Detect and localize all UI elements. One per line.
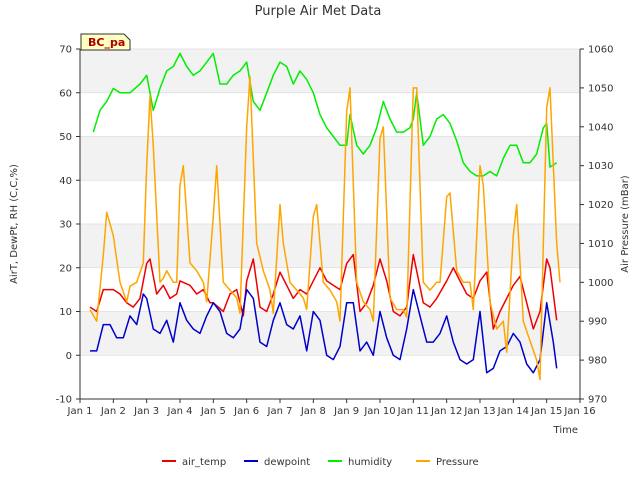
background-band — [80, 49, 580, 93]
y-right-tick-label: 990 — [588, 317, 607, 328]
y-right-tick-label: 1040 — [588, 122, 613, 133]
x-tick-label: Jan 15 — [530, 406, 562, 417]
x-tick-label: Jan 3 — [133, 406, 159, 417]
x-tick-label: Jan 10 — [363, 406, 395, 417]
series-line-dewpoint — [90, 288, 558, 374]
y-left-tick-label: 10 — [59, 307, 72, 318]
y-right-tick-label: 980 — [588, 356, 607, 367]
x-tick-label: Jan 1 — [67, 406, 93, 417]
x-tick-label: Jan 16 — [563, 406, 595, 417]
x-tick-label: Jan 2 — [100, 406, 126, 417]
chart-title: Purple Air Met Data — [255, 4, 382, 19]
x-axis-title: Time — [553, 425, 578, 436]
y-left-tick-label: 60 — [59, 88, 72, 99]
y-right-tick-label: 970 — [588, 395, 607, 406]
legend-label: air_temp — [182, 457, 226, 468]
legend-label: dewpoint — [264, 457, 310, 468]
legend: air_temp dewpoint humidity Pressure — [162, 457, 479, 468]
site-label-badge: BC_pa — [80, 33, 131, 51]
x-tick-label: Jan 9 — [333, 406, 359, 417]
y-right-tick-label: 1060 — [588, 45, 613, 56]
x-tick-label: Jan 7 — [267, 406, 293, 417]
grid-lines — [80, 48, 580, 400]
y-left-tick-label: 20 — [59, 263, 72, 274]
y-axis-left-ticks: -10 0 10 20 30 40 50 60 70 — [56, 45, 80, 406]
site-label-text: BC_pa — [88, 36, 125, 49]
y-left-tick-label: 50 — [59, 132, 72, 143]
y-right-tick-label: 1030 — [588, 161, 613, 172]
series-line-pressure — [89, 75, 561, 381]
y-right-tick-label: 1050 — [588, 83, 613, 94]
x-tick-label: Jan 5 — [200, 406, 226, 417]
y-right-tick-label: 1010 — [588, 239, 613, 250]
y-left-tick-label: 30 — [59, 220, 72, 231]
series-line-air-temp — [89, 253, 558, 330]
legend-label: Pressure — [436, 457, 479, 468]
y-right-tick-label: 1020 — [588, 200, 613, 211]
y-axis-left-title: AirT, DewPt, RH (C,C,%) — [9, 164, 20, 284]
x-tick-label: Jan 6 — [233, 406, 259, 417]
series-line-humidity — [92, 52, 558, 177]
x-tick-label: Jan 12 — [430, 406, 462, 417]
background-band — [80, 224, 580, 268]
x-axis-ticks: Jan 1 Jan 2 Jan 3 Jan 4 Jan 5 Jan 6 Jan 7 Jan 8… — [67, 399, 596, 417]
x-tick-label: Jan 4 — [167, 406, 193, 417]
y-left-tick-label: 40 — [59, 176, 72, 187]
x-tick-label: Jan 11 — [397, 406, 429, 417]
y-left-tick-label: -10 — [56, 395, 72, 406]
y-right-tick-label: 1000 — [588, 278, 613, 289]
y-axis-right-title: Air Pressure (mBar) — [620, 175, 631, 273]
x-tick-label: Jan 13 — [463, 406, 495, 417]
y-left-tick-label: 70 — [59, 45, 72, 56]
legend-label: humidity — [348, 457, 392, 468]
x-tick-label: Jan 14 — [497, 406, 529, 417]
x-tick-label: Jan 8 — [300, 406, 326, 417]
y-left-tick-label: 0 — [66, 351, 72, 362]
series-layer — [89, 52, 561, 381]
background-band — [80, 136, 580, 181]
y-axis-right-ticks: 970 980 990 1000 1010 1020 1030 1040 1050 1060 — [580, 45, 613, 406]
